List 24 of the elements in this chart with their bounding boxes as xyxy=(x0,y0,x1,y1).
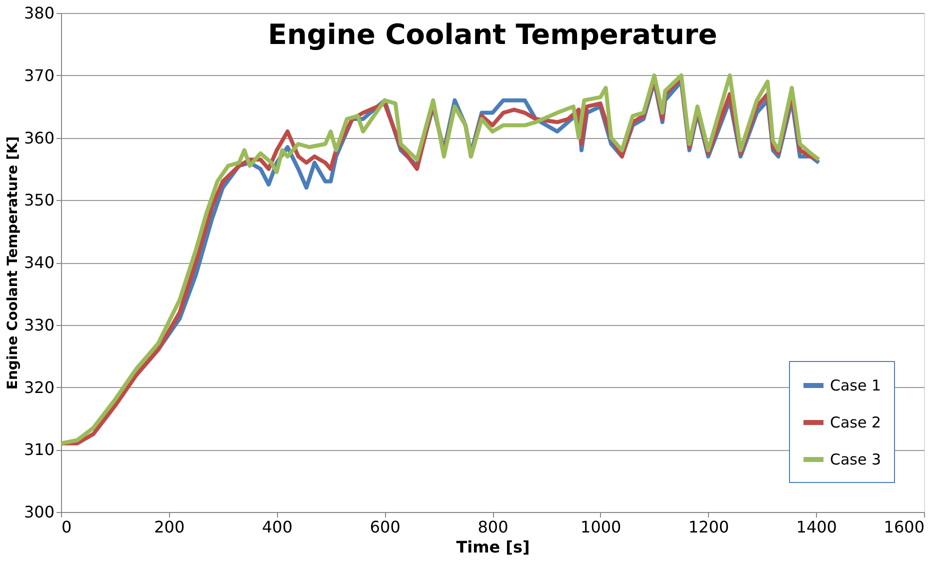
y-tick-label: 310 xyxy=(24,440,54,460)
legend-label: Case 3 xyxy=(830,450,882,468)
x-tick-label: 400 xyxy=(262,518,293,536)
chart-title: Engine Coolant Temperature xyxy=(268,18,718,51)
y-tick-label: 320 xyxy=(24,378,54,397)
x-tick-label: 1400 xyxy=(796,518,837,536)
y-tick-label: 340 xyxy=(24,253,54,272)
x-tick-label: 1000 xyxy=(580,518,622,536)
x-tick-label: 1200 xyxy=(688,518,730,536)
x-tick-label: 800 xyxy=(478,518,508,536)
legend-label: Case 2 xyxy=(830,414,882,432)
y-tick-label: 380 xyxy=(24,4,54,22)
y-axis-title: Engine Coolant Temperature [K] xyxy=(4,136,21,390)
y-tick-label: 330 xyxy=(24,315,54,334)
y-tick-label: 300 xyxy=(24,502,54,522)
y-tick-label: 370 xyxy=(24,66,54,85)
y-tick-label: 360 xyxy=(24,128,54,148)
x-axis-title: Time [s] xyxy=(456,538,530,556)
x-tick-label: 600 xyxy=(370,518,400,536)
x-tick-label: 1600 xyxy=(884,518,924,536)
legend-label: Case 1 xyxy=(830,376,882,394)
x-tick-label: 200 xyxy=(154,518,185,536)
x-tick-label: 0 xyxy=(62,518,72,536)
y-tick-label: 350 xyxy=(24,190,54,210)
